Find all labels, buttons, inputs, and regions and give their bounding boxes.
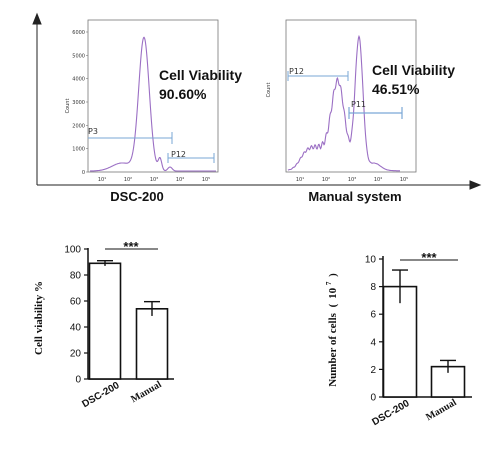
hist2-ylabel: Count [266, 83, 272, 98]
hist1-series-curve [89, 36, 216, 172]
bar2-category-dsc200: DSC-200 [370, 398, 411, 428]
bar1-bar-0 [88, 262, 122, 380]
hist2-frame [285, 19, 417, 173]
bar1-ytick-label: 100 [64, 245, 81, 256]
viability-value-dsc: 90.60% [159, 86, 207, 102]
bar1-ylabel: Cell viability % [33, 281, 45, 355]
bar2-category-manual: Manual [424, 397, 459, 423]
bar1-bars [88, 260, 169, 380]
hist1-ytick-label: 1000 [72, 147, 85, 153]
gate-p11-label: P11 [351, 100, 366, 109]
bar1-category-manual: Manual [129, 379, 164, 405]
gate-p12-dsc-label: P12 [171, 150, 186, 159]
bar2-ylabel-base: 10 [327, 287, 339, 299]
hist1-frame [87, 19, 219, 173]
bar2-ytick-label: 4 [370, 337, 376, 348]
hist1-xtick-label: 10² [124, 177, 132, 183]
bar2-bars [382, 269, 466, 398]
hist1-yticks: 0 1000 2000 3000 4000 5000 6000 [72, 30, 88, 176]
bar2-ylabel-exp: 7 [325, 281, 333, 285]
bar2-ylabel-main: Number of cells [327, 312, 339, 386]
caption-dsc200: DSC-200 [110, 189, 163, 204]
bar1-ytick-label: 40 [70, 323, 82, 334]
gate-p12-manual [287, 71, 349, 81]
viability-value-manual: 46.51% [372, 81, 420, 97]
hist2-xtick-label: 10³ [348, 177, 356, 183]
bar1-ytick-label: 0 [75, 375, 81, 386]
hist1-xtick-label: 10⁴ [176, 177, 184, 183]
bar1-ytick-label: 80 [70, 271, 82, 282]
gate-p3 [88, 132, 173, 144]
bar2-ytick-label: 6 [370, 310, 376, 321]
hist2-xtick-label: 10⁴ [374, 177, 382, 183]
outer-y-arrow [32, 12, 42, 25]
bar1-category-dsc200: DSC-200 [80, 380, 121, 410]
bar2-ytick-label: 10 [365, 255, 377, 266]
hist2-series-curve [287, 34, 400, 172]
gate-p12-dsc [167, 153, 215, 163]
bar1-yticks: 0 20 40 60 80 100 [64, 245, 88, 386]
gate-p12-manual-label: P12 [289, 67, 304, 76]
gate-p3-label: P3 [88, 127, 98, 136]
outer-x-arrow [469, 180, 482, 190]
bar-chart-viability: Cell viability % 0 20 40 60 80 100 *** DSC-20… [33, 239, 174, 410]
hist1-ylabel: Count [65, 99, 71, 114]
hist1-ytick-label: 2000 [72, 123, 85, 129]
bar1-ytick-label: 20 [70, 349, 82, 360]
bar2-ylabel-paren-open: ( [327, 303, 339, 307]
bar2-ylabel: Number of cells ( 10 7 ) [322, 273, 339, 387]
hist2-xtick-label: 10² [322, 177, 330, 183]
hist1-ytick-label: 3000 [72, 100, 85, 106]
outer-axes [32, 12, 482, 190]
bar1-ytick-label: 60 [70, 297, 82, 308]
hist1-xtick-label: 10³ [150, 177, 158, 183]
hist1-xticks: 10¹ 10² 10³ 10⁴ 10⁵ [98, 177, 210, 183]
hist1-xtick-label: 10¹ [98, 177, 106, 183]
hist1-ytick-label: 0 [82, 170, 85, 176]
bar2-bar-0 [382, 285, 418, 398]
hist2-xtick-label: 10⁵ [400, 177, 408, 183]
hist1-xtick-label: 10⁵ [202, 177, 210, 183]
hist2-xticks: 10¹ 10² 10³ 10⁴ 10⁵ [296, 177, 408, 183]
bar2-ylabel-paren-close: ) [327, 273, 339, 277]
hist1-ytick-label: 6000 [72, 30, 85, 36]
bar2-ytick-label: 0 [370, 393, 376, 404]
hist2-xtick-label: 10¹ [296, 177, 304, 183]
bar-chart-cell-number: Number of cells ( 10 7 ) 0 2 4 6 8 10 *** DSC… [322, 250, 472, 428]
histogram-manual: Count 10¹ 10² 10³ 10⁴ 10⁵ P12 P11 Cell Viabi… [266, 19, 455, 204]
bar2-ytick-label: 8 [370, 282, 376, 293]
bar2-ytick-label: 2 [370, 365, 376, 376]
hist1-ytick-label: 4000 [72, 77, 85, 83]
bar1-significance: *** [123, 239, 139, 254]
bar2-yticks: 0 2 4 6 8 10 [365, 255, 383, 404]
bar1-bar-1 [135, 307, 169, 380]
viability-label-manual: Cell Viability [372, 62, 455, 78]
gate-p11 [348, 107, 403, 119]
caption-manual-system: Manual system [308, 189, 401, 204]
viability-label-dsc: Cell Viability [159, 67, 242, 83]
hist1-ytick-label: 5000 [72, 53, 85, 59]
bar2-significance: *** [421, 250, 437, 265]
